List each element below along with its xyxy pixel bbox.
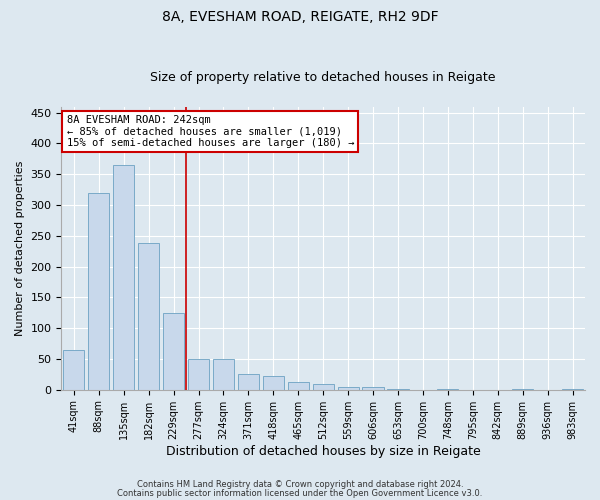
Text: 8A, EVESHAM ROAD, REIGATE, RH2 9DF: 8A, EVESHAM ROAD, REIGATE, RH2 9DF — [161, 10, 439, 24]
Bar — [238, 374, 259, 390]
Bar — [338, 386, 359, 390]
Bar — [88, 192, 109, 390]
Bar — [263, 376, 284, 390]
Text: 8A EVESHAM ROAD: 242sqm
← 85% of detached houses are smaller (1,019)
15% of semi: 8A EVESHAM ROAD: 242sqm ← 85% of detache… — [67, 115, 354, 148]
Bar — [562, 389, 583, 390]
Bar — [388, 389, 409, 390]
Bar — [313, 384, 334, 390]
Y-axis label: Number of detached properties: Number of detached properties — [15, 160, 25, 336]
X-axis label: Distribution of detached houses by size in Reigate: Distribution of detached houses by size … — [166, 444, 481, 458]
Text: Contains HM Land Registry data © Crown copyright and database right 2024.: Contains HM Land Registry data © Crown c… — [137, 480, 463, 489]
Bar — [188, 359, 209, 390]
Bar — [287, 382, 309, 390]
Bar — [437, 389, 458, 390]
Bar — [213, 359, 234, 390]
Bar — [138, 243, 159, 390]
Bar — [113, 165, 134, 390]
Title: Size of property relative to detached houses in Reigate: Size of property relative to detached ho… — [151, 72, 496, 85]
Bar — [512, 389, 533, 390]
Bar — [63, 350, 85, 390]
Bar — [163, 313, 184, 390]
Bar — [362, 386, 383, 390]
Text: Contains public sector information licensed under the Open Government Licence v3: Contains public sector information licen… — [118, 488, 482, 498]
